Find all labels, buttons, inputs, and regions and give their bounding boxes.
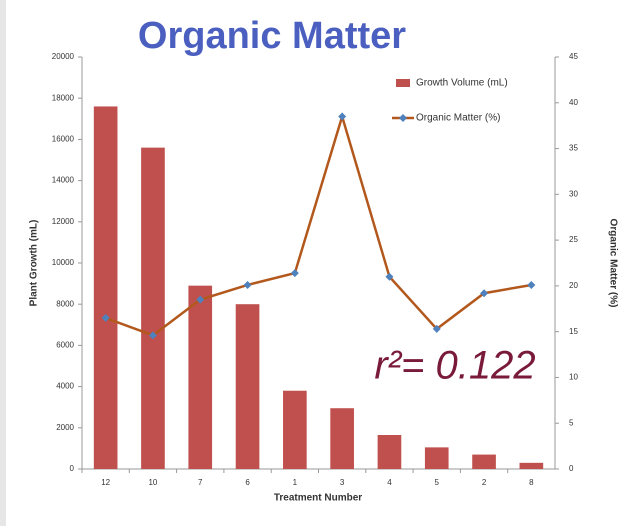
marker: [480, 289, 489, 298]
x-tick-label: 5: [435, 478, 440, 487]
y-axis-label: Plant Growth (mL): [29, 220, 40, 307]
y-tick-label: 8000: [56, 299, 74, 308]
legend-swatch: [396, 79, 410, 87]
y2-tick-label: 20: [569, 281, 578, 290]
y2-tick-label: 10: [569, 373, 578, 382]
x-tick-label: 1: [293, 478, 298, 487]
bar: [283, 390, 307, 469]
y-tick-label: 2000: [56, 423, 74, 432]
y-tick-label: 16000: [52, 135, 75, 144]
annotation: r²= 0.122: [374, 344, 535, 388]
x-tick-label: 8: [529, 478, 534, 487]
x-axis-label: Treatment Number: [274, 493, 362, 504]
marker: [432, 324, 441, 333]
marker: [385, 272, 394, 281]
y-tick-label: 10000: [52, 258, 75, 267]
marker: [196, 295, 205, 304]
y-tick-label: 4000: [56, 382, 74, 391]
y-tick-label: 0: [70, 464, 75, 473]
y-tick-label: 20000: [52, 52, 75, 61]
bar: [330, 408, 354, 469]
y2-tick-label: 45: [569, 52, 578, 61]
y2-tick-label: 25: [569, 235, 578, 244]
marker: [243, 280, 252, 289]
x-tick-label: 7: [198, 478, 203, 487]
y2-tick-label: 5: [569, 418, 574, 427]
x-tick-label: 3: [340, 478, 345, 487]
bar: [141, 147, 165, 469]
y-tick-label: 6000: [56, 341, 74, 350]
y2-tick-label: 35: [569, 144, 578, 153]
bar: [377, 435, 402, 469]
y2-tick-label: 40: [569, 98, 578, 107]
marker: [527, 280, 536, 289]
chart-title: Organic Matter: [138, 15, 406, 57]
x-tick-label: 2: [482, 478, 487, 487]
marker: [101, 313, 110, 322]
marker: [148, 331, 157, 340]
bar: [235, 304, 260, 469]
x-tick-label: 6: [245, 478, 250, 487]
marker: [338, 112, 347, 121]
bar: [424, 447, 449, 469]
bar: [188, 285, 213, 469]
bar: [519, 462, 544, 469]
y2-tick-label: 15: [569, 327, 578, 336]
y-tick-label: 12000: [52, 217, 75, 226]
y2-axis-label: Organic Matter (%): [607, 219, 618, 308]
legend-label: Growth Volume (mL): [416, 78, 508, 89]
y2-tick-label: 0: [569, 464, 574, 473]
y-tick-label: 18000: [52, 93, 75, 102]
edge-strip: [0, 0, 6, 526]
bar: [472, 454, 496, 469]
x-tick-label: 10: [148, 478, 157, 487]
bar: [93, 106, 118, 469]
x-tick-label: 12: [101, 478, 110, 487]
line: [105, 112, 532, 337]
y2-tick-label: 30: [569, 189, 578, 198]
legend-label: Organic Matter (%): [416, 113, 500, 124]
legend-marker: [399, 114, 407, 122]
marker: [290, 269, 299, 278]
x-tick-label: 4: [387, 478, 392, 487]
y-tick-label: 14000: [52, 176, 75, 185]
